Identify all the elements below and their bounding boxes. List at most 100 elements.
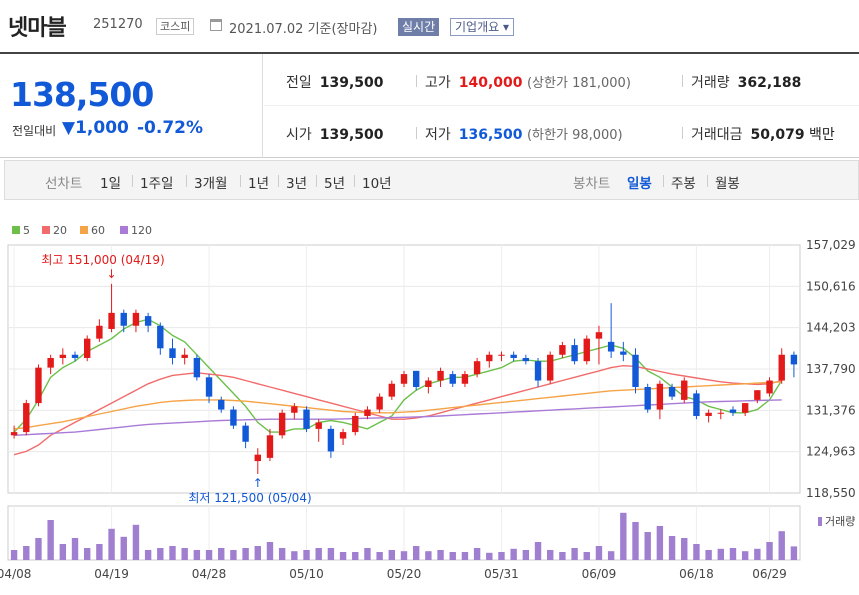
period-monthly[interactable]: 월봉	[715, 176, 740, 192]
volume-bar	[388, 550, 396, 560]
range-1y[interactable]: 1년	[248, 176, 270, 192]
x-tick-label: 04/28	[192, 567, 227, 581]
candle-body	[266, 435, 274, 458]
volume-label: 거래량	[825, 515, 855, 528]
divider	[707, 175, 708, 187]
candle-body	[449, 374, 456, 384]
volume-bar	[425, 551, 432, 560]
y-tick-label: 131,376	[806, 403, 856, 417]
range-5y[interactable]: 5년	[324, 176, 346, 192]
volume-bar	[327, 548, 335, 560]
open-cell: 시가 139,500	[286, 124, 384, 144]
candle-body	[656, 383, 664, 410]
volume-bar	[790, 546, 798, 560]
candle-body	[534, 361, 542, 381]
candle-chart-label[interactable]: 봉차트	[573, 176, 611, 192]
candle-body	[571, 345, 578, 362]
volume-bar	[266, 542, 274, 560]
chart-toolbar: 선차트 1일 1주일 3개월 1년 3년 5년 10년 봉차트 일봉 주봉 월봉	[4, 160, 859, 200]
range-3y[interactable]: 3년	[286, 176, 308, 192]
candle-body	[218, 399, 225, 410]
candle-body	[10, 432, 18, 436]
candle-body	[35, 367, 42, 404]
amount-cell: 거래대금 50,079 백만	[691, 124, 835, 144]
candle-body	[412, 370, 420, 387]
volume-cell: 거래량 362,188	[691, 72, 801, 92]
amount-label: 거래대금	[691, 127, 743, 143]
volume-bar	[668, 536, 676, 560]
candle-body	[766, 380, 773, 394]
candle-body	[632, 354, 639, 387]
volume-bar	[583, 552, 590, 560]
period-daily[interactable]: 일봉	[627, 176, 652, 192]
candle-body	[778, 354, 785, 381]
y-tick-label: 137,790	[806, 362, 856, 376]
volume-bar	[23, 546, 30, 560]
volume-bar	[376, 552, 383, 560]
candle-body	[364, 409, 371, 416]
corp-info-dropdown[interactable]: 기업개요 ▾	[450, 18, 514, 36]
candle-body	[84, 338, 91, 358]
candle-body	[486, 354, 493, 362]
stock-code: 251270	[93, 17, 143, 32]
candle-body	[193, 357, 201, 378]
candle-body	[181, 354, 188, 358]
volume-bar	[71, 538, 79, 560]
candle-body	[498, 354, 505, 356]
candle-body	[327, 428, 335, 452]
range-10y[interactable]: 10년	[362, 176, 392, 192]
volume-bar	[547, 550, 554, 560]
lower-limit: (하한가 98,000)	[526, 128, 623, 143]
candle-body	[242, 425, 249, 442]
range-1d[interactable]: 1일	[100, 176, 122, 192]
max-arrow: ↓	[107, 267, 117, 281]
candle-body	[741, 403, 749, 413]
x-tick-label: 04/19	[94, 567, 129, 581]
volume-legend-swatch	[818, 517, 822, 526]
change-value: ▼1,000	[62, 118, 129, 138]
candle-body	[278, 412, 286, 436]
volume-bar	[291, 551, 298, 560]
volume-bar	[84, 548, 91, 560]
x-tick-label: 05/20	[387, 567, 422, 581]
open-label: 시가	[286, 127, 312, 143]
volume-bar	[364, 548, 371, 560]
legend-label: 5	[23, 224, 30, 237]
realtime-button[interactable]: 실시간	[398, 18, 440, 36]
candle-body	[547, 354, 554, 381]
x-tick-label: 06/18	[679, 567, 714, 581]
candle-body	[729, 409, 737, 413]
candle-body	[595, 332, 603, 339]
period-weekly[interactable]: 주봉	[671, 176, 696, 192]
volume-bar	[47, 520, 54, 560]
volume-bar	[437, 550, 444, 560]
open-value: 139,500	[319, 127, 384, 143]
volume-bar	[400, 551, 408, 560]
range-1w[interactable]: 1주일	[140, 176, 174, 192]
volume-bar	[632, 522, 639, 560]
candle-body	[510, 354, 517, 358]
volume-bar	[656, 526, 664, 560]
line-chart-label[interactable]: 선차트	[45, 176, 83, 192]
summary-row-2: 시가 139,500 저가 136,500 (하한가 98,000) 거래대금 50,…	[264, 106, 859, 158]
y-tick-label: 144,203	[806, 321, 856, 335]
volume-bar	[644, 532, 651, 560]
legend-label: 60	[91, 224, 105, 237]
volume-bar	[522, 550, 530, 560]
candle-body	[681, 380, 688, 400]
divider	[316, 175, 317, 187]
low-value: 136,500	[458, 127, 523, 143]
candle-body	[607, 341, 615, 352]
volume-bar	[729, 548, 737, 560]
candle-body	[315, 422, 322, 429]
candle-body	[291, 406, 298, 413]
x-tick-label: 06/29	[752, 567, 787, 581]
volume-bar	[766, 542, 773, 560]
range-3m[interactable]: 3개월	[194, 176, 228, 192]
current-price: 138,500	[10, 75, 154, 114]
candle-body	[473, 361, 481, 375]
ma-line-ma5	[13, 318, 783, 433]
candle-body	[620, 351, 627, 355]
candle-body	[169, 348, 176, 358]
